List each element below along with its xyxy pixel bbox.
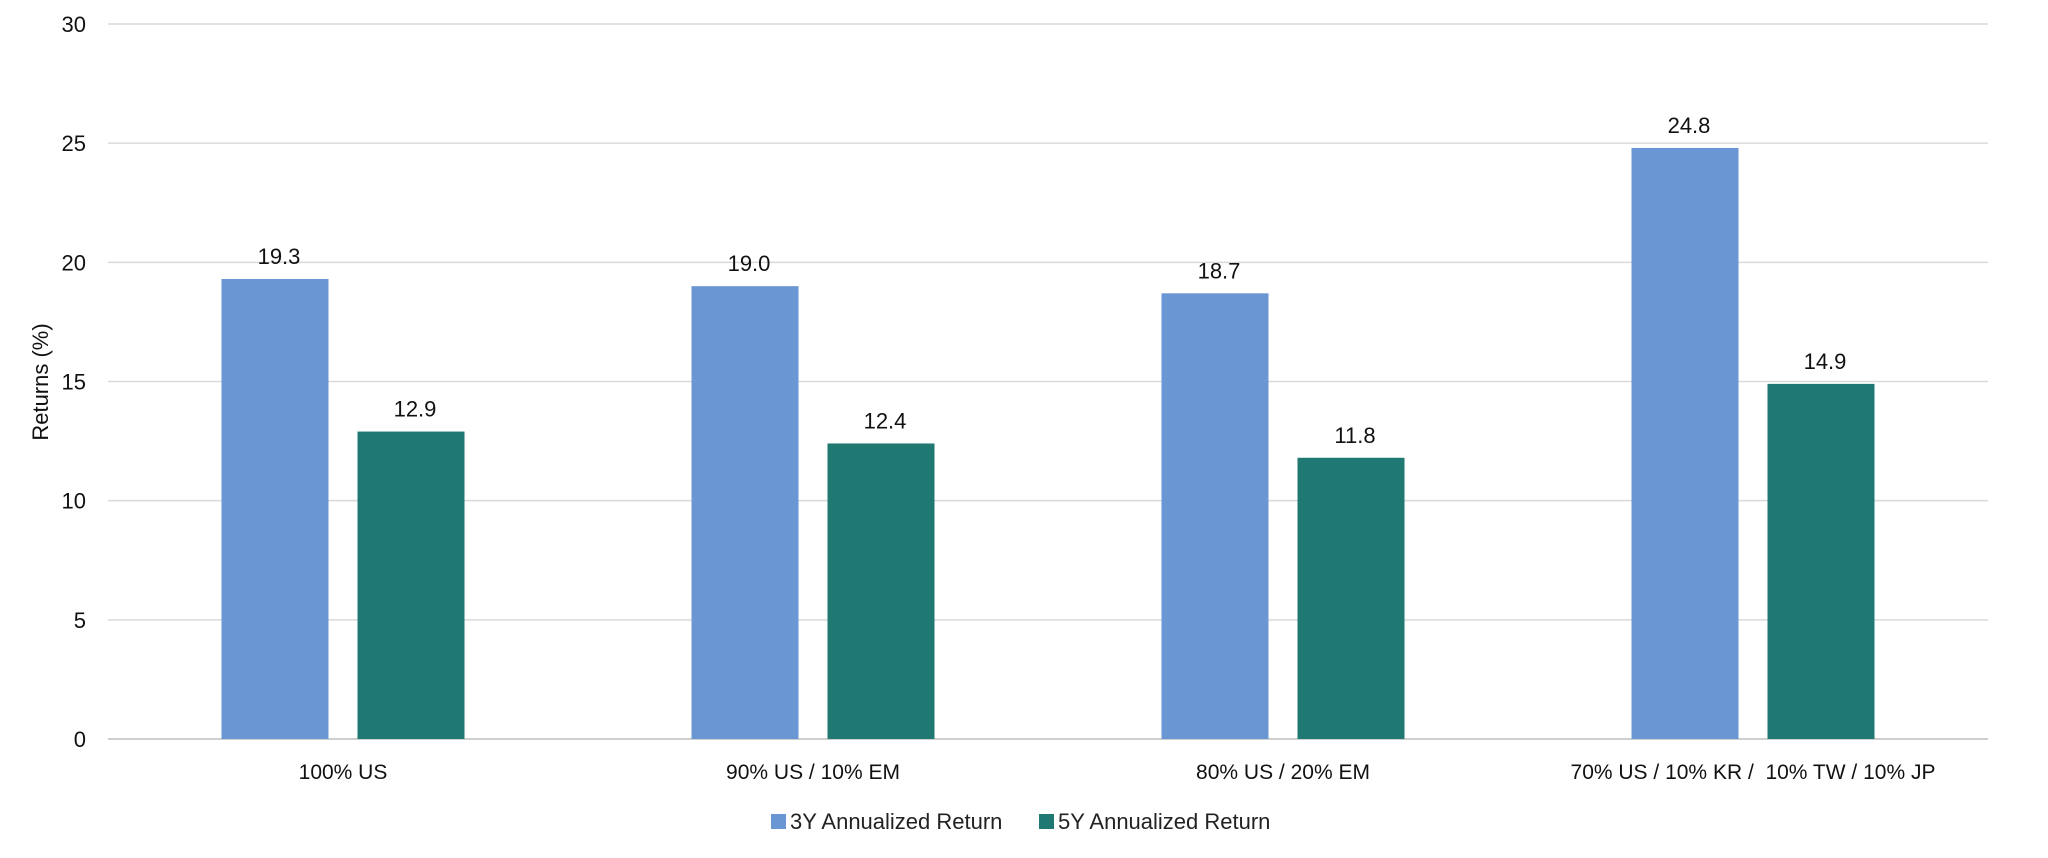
y-tick-label: 30 bbox=[62, 12, 86, 37]
x-category-label: 80% US / 20% EM bbox=[1196, 761, 1370, 784]
data-label: 12.9 bbox=[394, 397, 437, 422]
legend-label: 5Y Annualized Return bbox=[1058, 809, 1270, 834]
bar bbox=[691, 286, 799, 739]
bar bbox=[1767, 383, 1875, 739]
bar bbox=[1161, 293, 1269, 739]
y-tick-label: 5 bbox=[74, 608, 86, 633]
y-axis-ticks: 0 5 10 15 20 25 30 bbox=[62, 12, 86, 752]
bar bbox=[1297, 457, 1405, 739]
x-category-label: 70% US / 10% KR / 10% TW / 10% JP bbox=[1571, 761, 1936, 784]
data-label: 24.8 bbox=[1668, 113, 1711, 138]
y-tick-label: 10 bbox=[62, 489, 86, 514]
data-label: 19.3 bbox=[258, 244, 301, 269]
bar bbox=[1631, 147, 1739, 739]
y-axis-title: Returns (%) bbox=[28, 323, 53, 440]
data-labels: 19.3 12.9 19.0 12.4 18.7 11.8 24.8 14.9 bbox=[258, 113, 1847, 448]
legend-swatch bbox=[1039, 814, 1054, 829]
y-tick-label: 15 bbox=[62, 370, 86, 395]
legend-swatch bbox=[771, 814, 786, 829]
x-category-label: 100% US bbox=[299, 761, 388, 784]
data-label: 12.4 bbox=[864, 408, 907, 433]
y-tick-label: 0 bbox=[74, 727, 86, 752]
bar bbox=[221, 279, 329, 739]
y-tick-label: 20 bbox=[62, 250, 86, 275]
legend: 3Y Annualized Return 5Y Annualized Return bbox=[771, 809, 1270, 834]
data-label: 14.9 bbox=[1804, 349, 1847, 374]
bar bbox=[827, 443, 935, 739]
bars bbox=[221, 147, 1875, 739]
x-axis-categories: 100% US 90% US / 10% EM 80% US / 20% EM 70%… bbox=[299, 761, 1936, 784]
data-label: 19.0 bbox=[728, 251, 771, 276]
x-category-label: 90% US / 10% EM bbox=[726, 761, 900, 784]
data-label: 11.8 bbox=[1334, 423, 1375, 448]
legend-label: 3Y Annualized Return bbox=[790, 809, 1002, 834]
data-label: 18.7 bbox=[1198, 258, 1241, 283]
y-tick-label: 25 bbox=[62, 131, 86, 156]
bar bbox=[357, 431, 465, 739]
